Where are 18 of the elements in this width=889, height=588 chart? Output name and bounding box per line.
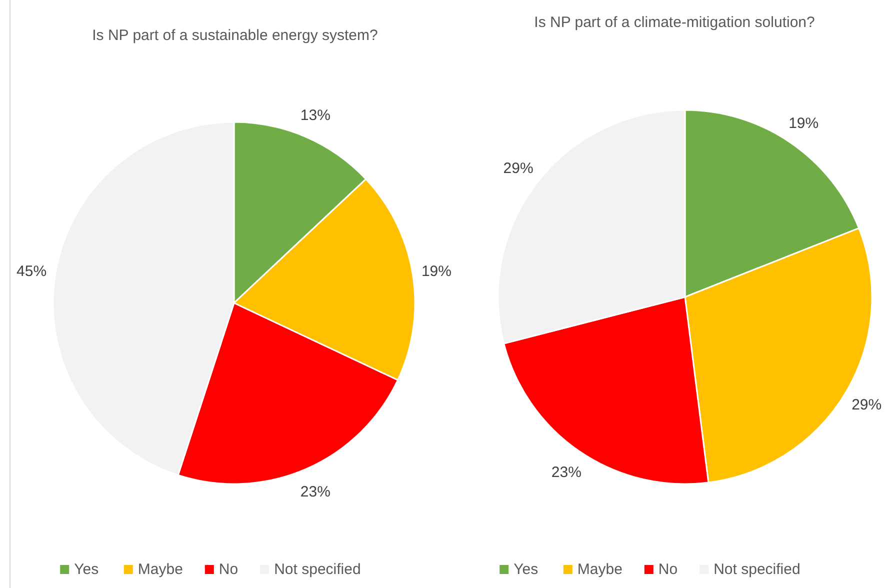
data-label: 45% <box>16 263 47 280</box>
legend-label: Not specified <box>714 561 800 578</box>
legend-label: Yes <box>74 561 99 578</box>
data-label: 23% <box>300 483 330 500</box>
legend-label: No <box>218 561 238 578</box>
chart-title: Is NP part of a sustainable energy system? <box>92 27 378 44</box>
legend-label: Not specified <box>274 561 361 578</box>
legend-label: Maybe <box>138 561 183 578</box>
data-label: 19% <box>788 114 819 132</box>
legend-label: Maybe <box>577 561 622 578</box>
chart-title: Is NP part of a climate-mitigation solution? <box>534 14 815 31</box>
data-label: 29% <box>503 160 534 177</box>
data-label: 29% <box>852 396 882 414</box>
legend-label: No <box>658 561 678 578</box>
data-label: 13% <box>300 107 330 124</box>
data-label: 19% <box>421 263 452 280</box>
data-label: 23% <box>551 464 582 481</box>
legend-label: Yes <box>514 561 538 578</box>
